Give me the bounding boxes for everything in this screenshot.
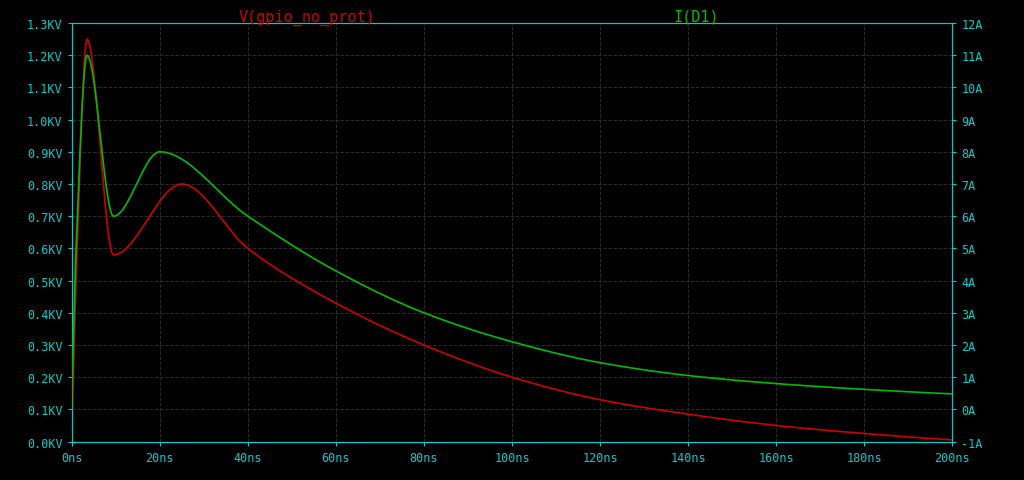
Text: V(gpio_no_prot): V(gpio_no_prot): [239, 10, 376, 26]
Text: I(D1): I(D1): [674, 10, 719, 24]
